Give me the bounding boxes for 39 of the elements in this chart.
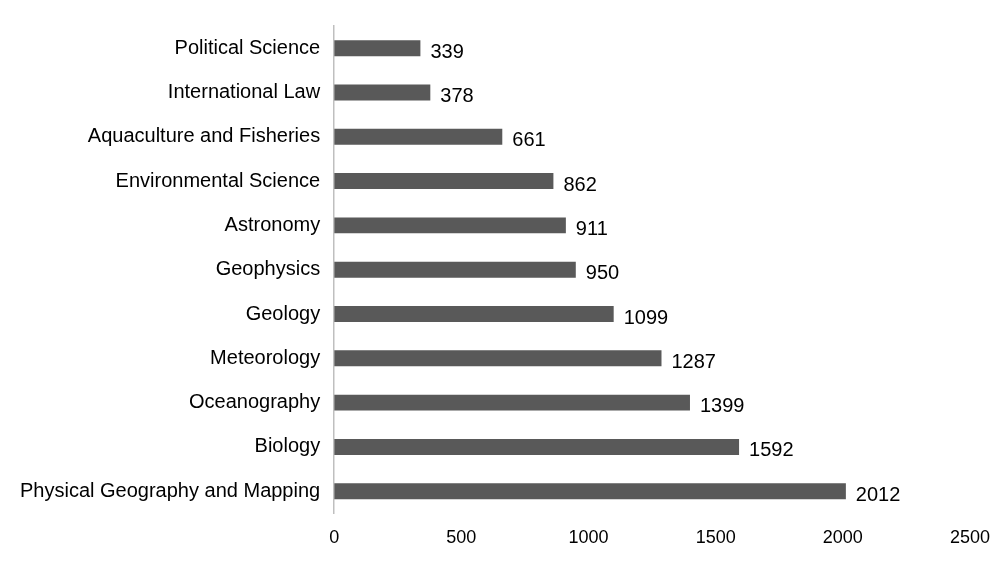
bar (334, 394, 690, 411)
data-label: 1399 (699, 394, 745, 417)
x-tick-label: 1500 (695, 527, 736, 548)
y-tick-label: Geology (245, 301, 321, 324)
data-label: 378 (440, 83, 474, 106)
x-tick-label: 2000 (822, 527, 863, 548)
data-label: 1099 (623, 305, 669, 328)
bar (334, 173, 554, 190)
bar (334, 128, 503, 145)
bar (334, 40, 421, 57)
y-tick-label: Physical Geography and Mapping (20, 478, 321, 501)
data-label: 950 (585, 261, 620, 284)
bar (334, 350, 662, 367)
data-label: 661 (512, 128, 546, 151)
x-tick-label: 0 (329, 527, 340, 548)
x-tick-label: 2500 (949, 527, 990, 548)
bar (334, 217, 566, 234)
data-label: 339 (430, 39, 464, 62)
data-label: 1592 (749, 438, 794, 461)
bar (334, 438, 740, 455)
y-tick-label: Geophysics (215, 257, 321, 280)
y-tick-label: Meteorology (210, 345, 321, 368)
y-tick-label: Biology (254, 434, 321, 457)
data-label: 911 (575, 216, 608, 239)
y-tick-label: Oceanography (188, 390, 321, 413)
data-label: 862 (563, 172, 597, 195)
x-tick-label: 1000 (568, 527, 609, 548)
bar (334, 483, 846, 500)
data-label: 2012 (855, 482, 901, 505)
y-tick-label: Aquaculture and Fisheries (87, 124, 321, 147)
y-tick-label: International Law (167, 79, 321, 102)
y-tick-label: Astronomy (224, 212, 321, 235)
bar (334, 261, 576, 278)
y-tick-label: Environmental Science (115, 168, 321, 191)
bar (334, 306, 614, 322)
data-label: 1287 (671, 349, 716, 372)
y-tick-label: Political Science (174, 35, 321, 58)
x-tick-label: 500 (446, 527, 477, 548)
bar (334, 84, 431, 101)
